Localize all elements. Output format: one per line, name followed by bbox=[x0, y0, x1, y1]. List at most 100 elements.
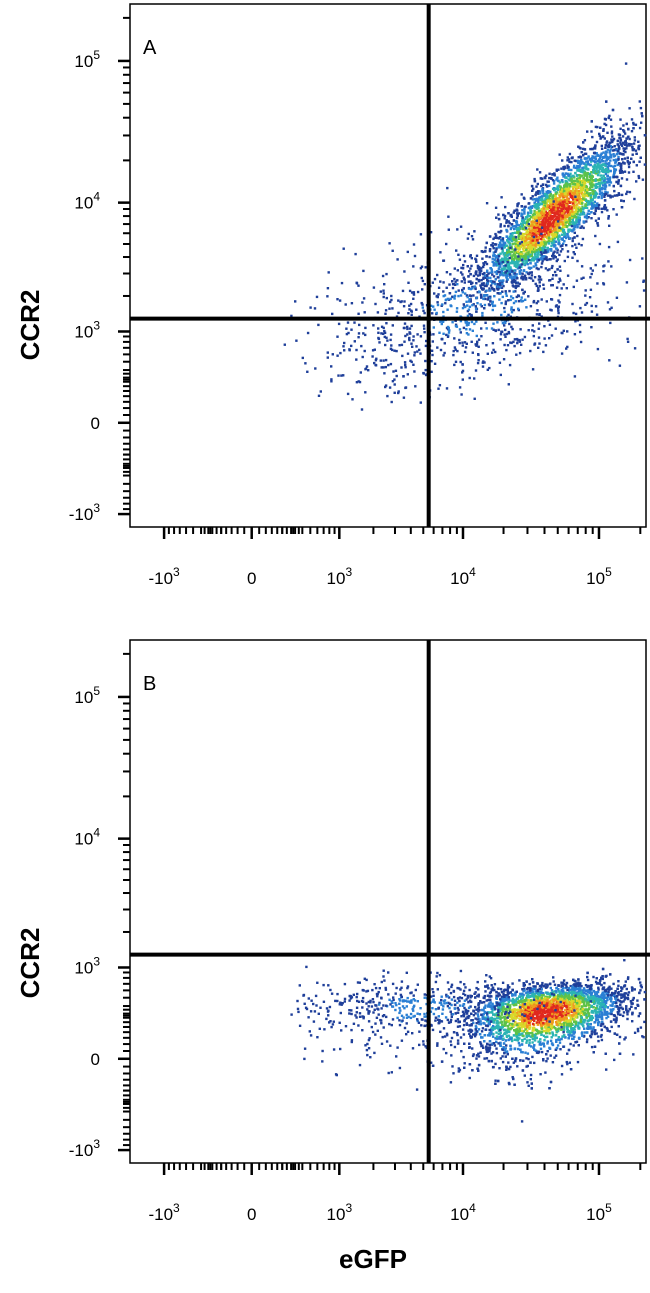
data-point bbox=[489, 267, 492, 270]
data-point bbox=[507, 246, 511, 249]
data-point bbox=[514, 244, 518, 247]
data-point bbox=[573, 183, 577, 186]
data-point bbox=[419, 335, 423, 338]
data-point bbox=[569, 1042, 572, 1046]
data-point bbox=[496, 288, 499, 291]
data-point bbox=[513, 227, 516, 231]
data-point bbox=[482, 282, 485, 285]
data-point bbox=[609, 1008, 612, 1011]
data-point bbox=[575, 183, 578, 187]
data-point bbox=[507, 224, 510, 228]
data-point bbox=[516, 1065, 519, 1068]
data-point bbox=[384, 384, 388, 387]
data-point bbox=[491, 242, 494, 245]
data-point bbox=[541, 250, 544, 254]
data-point bbox=[591, 198, 594, 201]
data-point bbox=[602, 179, 606, 183]
data-point bbox=[473, 322, 476, 326]
data-point bbox=[583, 152, 586, 155]
data-point bbox=[593, 205, 596, 208]
data-point bbox=[591, 135, 594, 139]
data-point bbox=[537, 206, 540, 210]
data-point bbox=[542, 1034, 546, 1037]
data-point bbox=[584, 163, 587, 166]
data-point bbox=[445, 387, 449, 390]
data-point bbox=[558, 293, 562, 297]
data-point bbox=[568, 192, 572, 195]
data-point bbox=[439, 280, 442, 283]
data-point bbox=[467, 275, 470, 278]
data-point bbox=[556, 221, 559, 225]
data-point bbox=[458, 338, 461, 342]
data-point bbox=[566, 330, 569, 333]
data-point bbox=[402, 396, 406, 399]
data-point bbox=[562, 242, 565, 245]
data-point bbox=[608, 156, 611, 159]
data-point bbox=[584, 190, 587, 194]
data-point bbox=[594, 209, 597, 213]
data-point bbox=[364, 368, 367, 371]
data-point bbox=[586, 162, 590, 166]
data-point bbox=[589, 160, 593, 163]
data-point bbox=[543, 205, 546, 208]
data-point bbox=[529, 241, 532, 245]
data-point bbox=[571, 256, 574, 259]
data-point bbox=[384, 343, 387, 347]
data-point bbox=[529, 197, 533, 200]
data-point bbox=[513, 344, 516, 348]
data-point bbox=[531, 234, 534, 237]
data-point bbox=[594, 157, 597, 161]
data-point bbox=[579, 156, 583, 159]
data-point bbox=[535, 227, 538, 230]
data-point bbox=[527, 252, 530, 255]
data-point bbox=[442, 332, 445, 335]
data-point bbox=[520, 263, 524, 266]
data-point bbox=[558, 194, 562, 198]
data-point bbox=[608, 179, 612, 182]
data-point bbox=[585, 185, 588, 188]
data-point bbox=[536, 182, 539, 186]
data-point bbox=[566, 164, 569, 167]
data-point bbox=[464, 346, 468, 349]
data-point bbox=[544, 194, 547, 198]
data-point bbox=[376, 311, 380, 314]
data-point bbox=[591, 147, 594, 151]
data-point bbox=[437, 387, 440, 390]
data-point bbox=[527, 206, 531, 210]
data-point bbox=[486, 278, 489, 282]
data-point bbox=[568, 213, 571, 216]
data-point bbox=[547, 184, 551, 187]
data-point bbox=[603, 205, 606, 209]
data-point bbox=[553, 202, 556, 205]
data-point bbox=[517, 253, 521, 256]
data-point bbox=[518, 230, 521, 234]
data-point bbox=[500, 269, 504, 273]
data-point bbox=[609, 181, 613, 184]
data-point bbox=[537, 201, 540, 204]
data-point bbox=[602, 270, 605, 273]
data-point bbox=[501, 239, 505, 243]
data-point bbox=[415, 345, 418, 348]
data-point bbox=[495, 234, 498, 237]
data-point bbox=[534, 203, 538, 206]
data-point bbox=[574, 216, 578, 219]
data-point bbox=[531, 245, 535, 249]
data-point bbox=[559, 269, 562, 272]
data-point bbox=[574, 224, 577, 227]
data-point bbox=[557, 206, 560, 210]
data-point bbox=[547, 236, 551, 239]
data-point bbox=[582, 221, 586, 224]
data-point bbox=[625, 178, 629, 181]
data-point bbox=[461, 378, 464, 381]
data-point bbox=[474, 270, 478, 273]
data-point bbox=[380, 332, 383, 335]
data-point bbox=[561, 180, 564, 184]
data-point bbox=[514, 279, 517, 283]
data-point bbox=[595, 152, 598, 155]
data-point bbox=[541, 221, 545, 225]
data-point bbox=[625, 122, 628, 126]
data-point bbox=[537, 225, 540, 228]
data-point bbox=[567, 228, 570, 231]
data-point bbox=[525, 997, 528, 1000]
data-point bbox=[516, 246, 519, 250]
